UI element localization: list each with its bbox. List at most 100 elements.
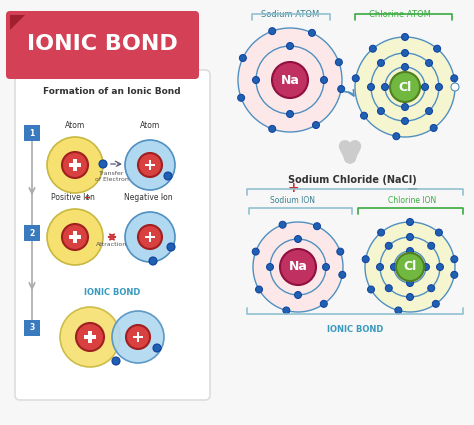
Text: Cl: Cl bbox=[398, 80, 411, 94]
Text: 3: 3 bbox=[29, 323, 35, 332]
Text: Sodium ION: Sodium ION bbox=[271, 196, 316, 205]
Circle shape bbox=[436, 229, 442, 236]
Text: Atom: Atom bbox=[140, 121, 160, 130]
Polygon shape bbox=[10, 15, 25, 30]
Circle shape bbox=[47, 137, 103, 193]
Text: −: − bbox=[406, 181, 418, 195]
Circle shape bbox=[167, 243, 175, 251]
Circle shape bbox=[378, 229, 384, 236]
Circle shape bbox=[362, 256, 369, 263]
Circle shape bbox=[436, 83, 443, 91]
Text: Negative Ion: Negative Ion bbox=[124, 193, 173, 202]
Circle shape bbox=[401, 34, 409, 40]
Circle shape bbox=[266, 264, 273, 270]
Circle shape bbox=[382, 83, 389, 91]
Circle shape bbox=[426, 108, 433, 115]
Circle shape bbox=[355, 37, 455, 137]
FancyBboxPatch shape bbox=[69, 235, 81, 238]
Circle shape bbox=[272, 62, 308, 98]
Circle shape bbox=[239, 54, 246, 62]
Circle shape bbox=[407, 218, 413, 226]
FancyBboxPatch shape bbox=[88, 331, 91, 343]
Circle shape bbox=[112, 357, 120, 365]
Circle shape bbox=[451, 256, 458, 263]
Circle shape bbox=[451, 83, 459, 91]
Circle shape bbox=[153, 344, 161, 352]
Circle shape bbox=[125, 140, 175, 190]
Circle shape bbox=[138, 225, 162, 249]
Circle shape bbox=[376, 264, 383, 270]
Circle shape bbox=[313, 223, 320, 230]
Circle shape bbox=[377, 108, 384, 115]
Circle shape bbox=[322, 264, 329, 270]
Circle shape bbox=[428, 242, 435, 249]
FancyBboxPatch shape bbox=[73, 159, 77, 171]
Circle shape bbox=[320, 300, 328, 307]
Circle shape bbox=[385, 67, 425, 107]
Circle shape bbox=[371, 53, 439, 121]
FancyBboxPatch shape bbox=[24, 225, 40, 241]
FancyBboxPatch shape bbox=[114, 360, 118, 362]
Text: +: + bbox=[287, 181, 299, 195]
Text: Transfer
of Electron: Transfer of Electron bbox=[95, 171, 129, 182]
FancyBboxPatch shape bbox=[148, 232, 151, 242]
Circle shape bbox=[125, 212, 175, 262]
Circle shape bbox=[380, 237, 440, 297]
Circle shape bbox=[337, 248, 344, 255]
Circle shape bbox=[280, 249, 316, 285]
FancyBboxPatch shape bbox=[145, 235, 155, 238]
FancyBboxPatch shape bbox=[169, 246, 173, 247]
Circle shape bbox=[377, 60, 384, 66]
Circle shape bbox=[336, 59, 342, 66]
Circle shape bbox=[237, 94, 245, 101]
Text: ⁻: ⁻ bbox=[160, 194, 164, 203]
Text: Cl: Cl bbox=[403, 261, 417, 274]
Circle shape bbox=[337, 85, 345, 93]
Circle shape bbox=[401, 104, 409, 111]
Circle shape bbox=[339, 271, 346, 278]
FancyBboxPatch shape bbox=[145, 164, 155, 167]
Circle shape bbox=[269, 28, 276, 34]
Circle shape bbox=[430, 125, 437, 131]
Circle shape bbox=[138, 153, 162, 177]
Circle shape bbox=[352, 75, 359, 82]
Text: Na: Na bbox=[289, 261, 308, 274]
Text: Formation of an Ionic Bond: Formation of an Ionic Bond bbox=[43, 87, 181, 96]
Circle shape bbox=[407, 247, 413, 255]
Text: Attraction: Attraction bbox=[96, 242, 128, 247]
FancyBboxPatch shape bbox=[24, 320, 40, 336]
Circle shape bbox=[394, 251, 426, 283]
Circle shape bbox=[238, 28, 342, 132]
Circle shape bbox=[279, 221, 286, 228]
Circle shape bbox=[99, 160, 107, 168]
Text: Sodium ATOM: Sodium ATOM bbox=[261, 10, 319, 19]
Circle shape bbox=[309, 29, 316, 37]
Circle shape bbox=[164, 172, 172, 180]
Circle shape bbox=[367, 286, 374, 293]
Text: Chlorine ION: Chlorine ION bbox=[388, 196, 436, 205]
Circle shape bbox=[369, 45, 376, 52]
Circle shape bbox=[255, 286, 263, 293]
FancyBboxPatch shape bbox=[6, 11, 199, 79]
Text: IONIC BOND: IONIC BOND bbox=[84, 288, 140, 297]
FancyBboxPatch shape bbox=[24, 125, 40, 141]
Circle shape bbox=[361, 112, 367, 119]
Circle shape bbox=[428, 285, 435, 292]
Circle shape bbox=[395, 307, 402, 314]
Text: IONIC BOND: IONIC BOND bbox=[327, 325, 383, 334]
Circle shape bbox=[62, 224, 88, 250]
Circle shape bbox=[407, 233, 413, 241]
Circle shape bbox=[253, 76, 259, 83]
Circle shape bbox=[396, 253, 424, 281]
Circle shape bbox=[393, 133, 400, 140]
Circle shape bbox=[294, 235, 301, 243]
Circle shape bbox=[62, 152, 88, 178]
Circle shape bbox=[432, 300, 439, 307]
FancyBboxPatch shape bbox=[137, 332, 139, 343]
Circle shape bbox=[365, 222, 455, 312]
Circle shape bbox=[385, 285, 392, 292]
Circle shape bbox=[253, 222, 343, 312]
Circle shape bbox=[401, 117, 409, 125]
Circle shape bbox=[126, 325, 150, 349]
Text: Positive Ion: Positive Ion bbox=[51, 193, 95, 202]
